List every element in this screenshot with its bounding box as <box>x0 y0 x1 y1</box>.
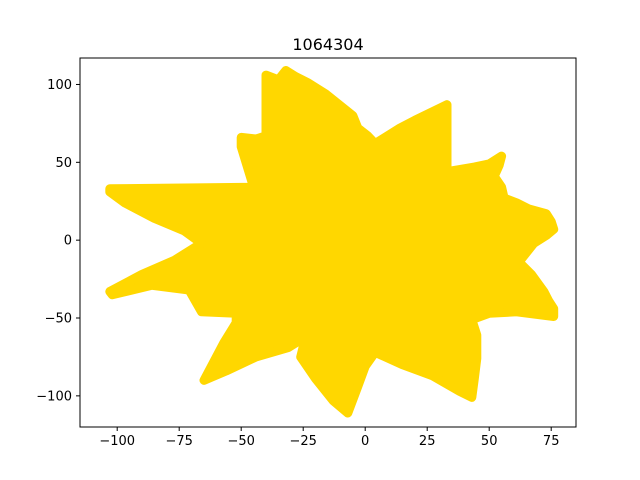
x-tick-label: −100 <box>99 434 135 449</box>
x-tick-label: −50 <box>227 434 254 449</box>
plot-area <box>105 66 559 418</box>
y-tick-label: 0 <box>64 234 72 249</box>
axes-frame <box>79 57 577 428</box>
chart-title: 1064304 <box>292 35 363 54</box>
y-tick-label: 50 <box>55 156 72 171</box>
x-tick-label: −75 <box>165 434 192 449</box>
axes: −100 −75 −50 −25 0 25 50 75 −100 −50 0 50 100 <box>36 57 577 449</box>
scatter-series-0 <box>105 66 559 418</box>
x-tick-label: 75 <box>543 434 560 449</box>
y-tick-label: −50 <box>45 312 72 327</box>
x-tick-label: 50 <box>481 434 498 449</box>
x-tick-label: 25 <box>419 434 436 449</box>
y-tick-label: 100 <box>47 78 72 93</box>
x-tick-label: −25 <box>289 434 316 449</box>
y-tick-label: −100 <box>36 389 72 404</box>
data-group <box>105 66 559 418</box>
x-tick-label: 0 <box>361 434 369 449</box>
